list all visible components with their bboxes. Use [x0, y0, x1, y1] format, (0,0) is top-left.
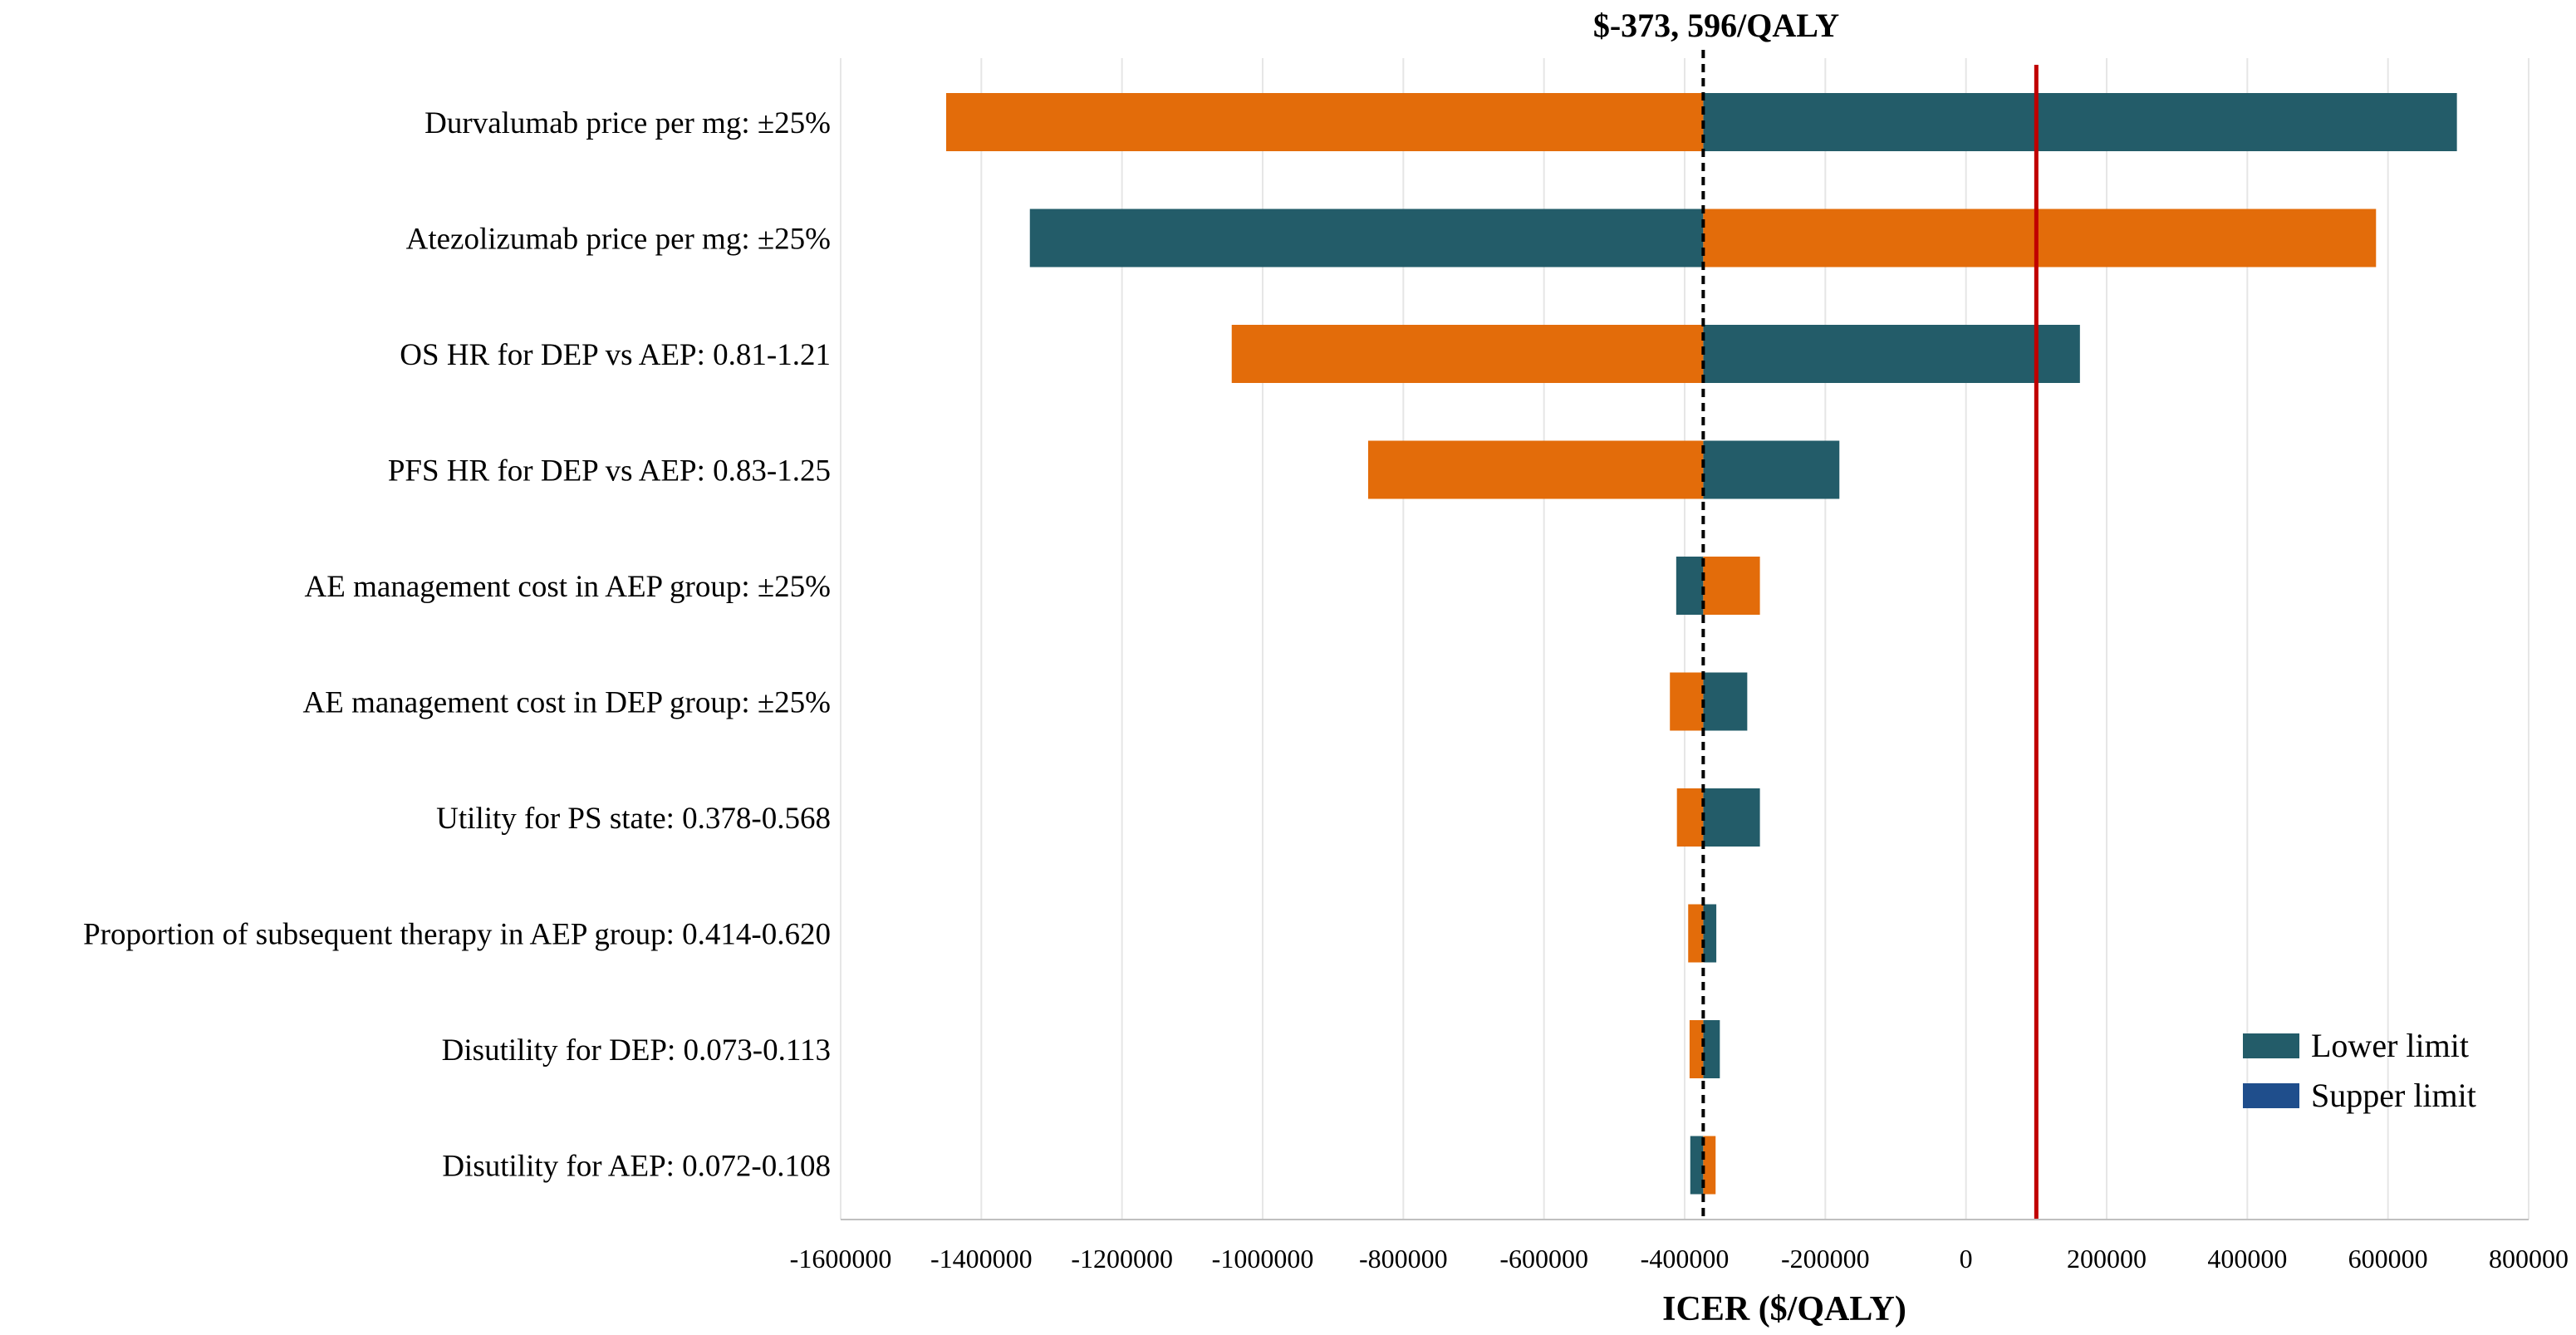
x-tick-label-1: -1400000: [930, 1244, 1033, 1274]
bar-upper-9: [1703, 1136, 1716, 1195]
bar-lower-0: [1703, 93, 2457, 151]
x-tick-labels: -1600000 -1400000 -1200000 -1000000 -800000 -…: [790, 1244, 2569, 1274]
x-tick-label-9: 200000: [2067, 1244, 2147, 1274]
category-label-8: Disutility for DEP: 0.073-0.113: [442, 1033, 831, 1068]
bar-upper-2: [1231, 325, 1704, 383]
legend-swatch-lower: [2243, 1033, 2299, 1058]
category-label-5: AE management cost in DEP group: ±25%: [303, 686, 832, 720]
bar-upper-1: [1703, 209, 2377, 267]
bar-lower-4: [1676, 557, 1704, 615]
legend-label-lower: Lower limit: [2311, 1027, 2469, 1064]
category-label-7: Proportion of subsequent therapy in AEP …: [83, 918, 831, 952]
bar-lower-7: [1703, 904, 1717, 963]
bar-lower-8: [1703, 1020, 1720, 1078]
bar-upper-6: [1676, 788, 1704, 847]
category-label-0: Durvalumab price per mg: ±25%: [424, 106, 831, 140]
bar-lower-3: [1703, 440, 1840, 499]
bars: [946, 93, 2457, 1195]
x-tick-label-12: 800000: [2489, 1244, 2569, 1274]
x-tick-label-8: 0: [1960, 1244, 1973, 1274]
bar-upper-7: [1688, 904, 1704, 963]
reference-lines: [1701, 50, 2039, 1220]
x-axis-title: ICER ($/QALY): [1662, 1290, 1906, 1328]
x-tick-label-10: 400000: [2207, 1244, 2287, 1274]
bar-lower-9: [1690, 1136, 1704, 1195]
x-tick-label-3: -1000000: [1212, 1244, 1314, 1274]
bar-upper-8: [1689, 1020, 1704, 1078]
bar-upper-0: [946, 93, 1704, 151]
bar-upper-3: [1368, 440, 1704, 499]
x-tick-label-7: -200000: [1781, 1244, 1870, 1274]
category-label-3: PFS HR for DEP vs AEP: 0.83-1.25: [388, 454, 831, 488]
x-tick-label-4: -800000: [1359, 1244, 1448, 1274]
bar-lower-5: [1703, 672, 1748, 731]
bar-lower-1: [1029, 209, 1704, 267]
legend-label-upper: Supper limit: [2311, 1077, 2476, 1114]
legend-swatch-upper: [2243, 1083, 2299, 1108]
legend: Lower limit Supper limit: [2243, 1027, 2476, 1114]
bar-lower-2: [1703, 325, 2080, 383]
category-label-6: Utility for PS state: 0.378-0.568: [436, 802, 831, 836]
category-label-4: AE management cost in AEP group: ±25%: [305, 570, 831, 604]
bar-lower-6: [1703, 788, 1760, 847]
category-label-2: OS HR for DEP vs AEP: 0.81-1.21: [400, 338, 831, 372]
bar-upper-5: [1670, 672, 1704, 731]
category-label-9: Disutility for AEP: 0.072-0.108: [442, 1150, 831, 1184]
category-labels: Durvalumab price per mg: ±25% Atezolizuma…: [83, 106, 831, 1184]
x-tick-label-2: -1200000: [1071, 1244, 1173, 1274]
category-label-1: Atezolizumab price per mg: ±25%: [406, 223, 831, 257]
chart-title: $-373, 596/QALY: [1593, 7, 1839, 44]
x-tick-label-6: -400000: [1641, 1244, 1730, 1274]
x-tick-label-11: 600000: [2348, 1244, 2428, 1274]
x-tick-label-0: -1600000: [790, 1244, 892, 1274]
bar-upper-4: [1703, 557, 1760, 615]
x-tick-label-5: -600000: [1499, 1244, 1588, 1274]
